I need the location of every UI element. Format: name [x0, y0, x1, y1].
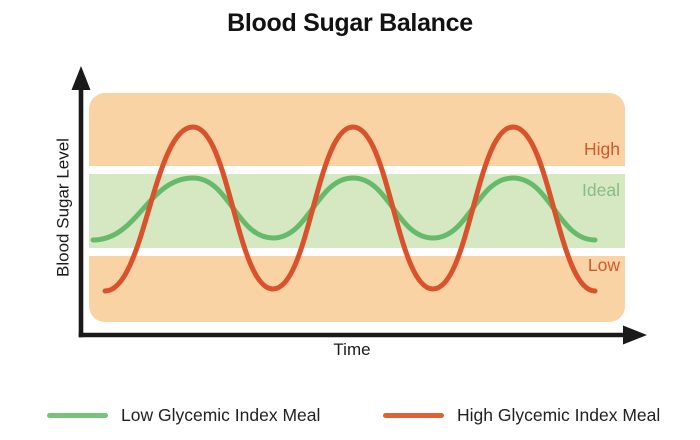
- y-axis-label: Blood Sugar Level: [53, 138, 73, 277]
- legend-label-low-gi: Low Glycemic Index Meal: [121, 405, 321, 425]
- series-curves: [90, 124, 598, 294]
- y-axis: [71, 66, 91, 338]
- x-axis: [78, 325, 647, 345]
- chart-title: Blood Sugar Balance: [227, 9, 473, 37]
- legend-item-high-gi: High Glycemic Index Meal: [383, 404, 660, 427]
- zone-label-high: High: [584, 139, 620, 159]
- zone-label-ideal: Ideal: [582, 180, 620, 200]
- y-axis-arrow: [71, 66, 91, 90]
- series-curve-high-gi: [102, 124, 598, 294]
- x-axis-arrow: [623, 325, 647, 345]
- legend-label-high-gi: High Glycemic Index Meal: [457, 405, 661, 425]
- legend-swatch-high-gi: [383, 413, 444, 418]
- legend-item-low-gi: Low Glycemic Index Meal: [47, 404, 320, 427]
- legend-swatch-low-gi: [47, 413, 108, 418]
- zone-label-low: Low: [587, 255, 620, 275]
- series-curve-low-gi: [90, 175, 598, 243]
- x-axis-label: Time: [333, 340, 371, 359]
